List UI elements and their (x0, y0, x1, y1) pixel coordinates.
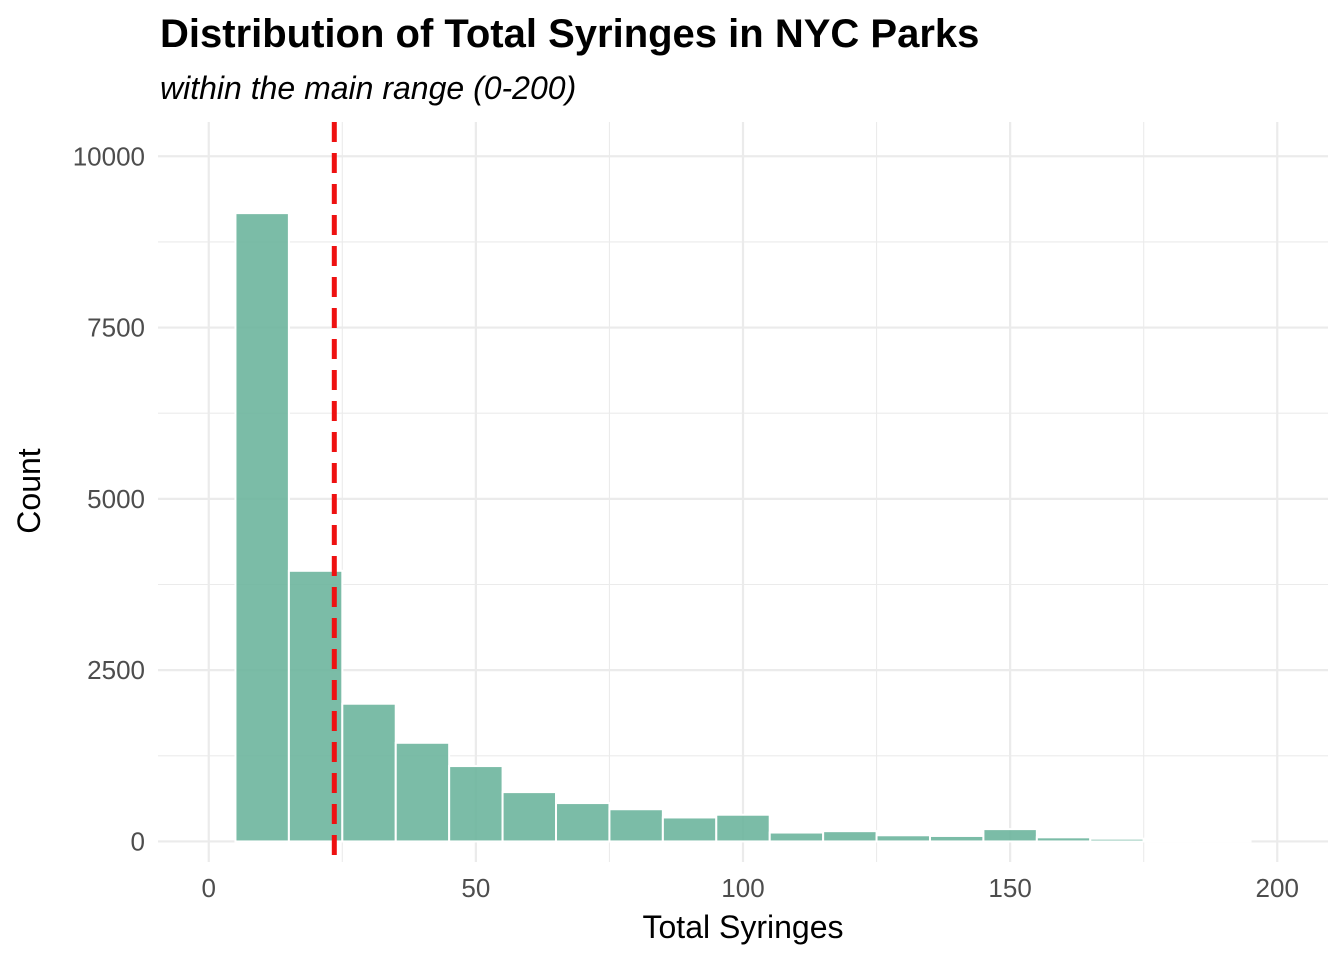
histogram-bar (768, 831, 825, 843)
histogram-bar (982, 828, 1038, 843)
chart-title: Distribution of Total Syringes in NYC Pa… (160, 12, 980, 56)
y-tick-label: 10000 (73, 141, 145, 171)
histogram-bar (928, 834, 985, 843)
histogram-bar (608, 808, 664, 843)
x-tick-label: 200 (1256, 873, 1299, 903)
histogram-bar (1196, 839, 1252, 843)
x-tick-label: 150 (988, 873, 1031, 903)
histogram-bar (1035, 836, 1092, 843)
y-tick-label: 0 (131, 826, 145, 856)
x-tick-label: 100 (721, 873, 764, 903)
y-axis-title: Count (11, 448, 47, 534)
histogram-bar (715, 813, 771, 843)
y-tick-label: 2500 (87, 655, 145, 685)
histogram-bar (234, 212, 290, 843)
histogram-bar (448, 765, 504, 843)
y-tick-label: 7500 (87, 313, 145, 343)
histogram-bar (661, 816, 718, 843)
y-tick-label: 5000 (87, 484, 145, 514)
histogram-bar (1142, 839, 1199, 843)
x-tick-label: 0 (202, 873, 216, 903)
histogram-bar (555, 802, 611, 843)
histogram-bar (822, 830, 878, 843)
histogram-bars (234, 212, 1252, 843)
x-tick-label: 50 (461, 873, 490, 903)
histogram-bar (1089, 837, 1145, 843)
x-axis-ticks: 0 50 100 150 200 (202, 873, 1299, 903)
chart-subtitle: within the main range (0-200) (160, 70, 577, 106)
histogram-bar (394, 741, 451, 843)
x-axis-title: Total Syringes (643, 909, 844, 945)
histogram-bar (501, 791, 558, 843)
histogram-bar (875, 834, 931, 843)
y-axis-ticks: 0 2500 5000 7500 10000 (73, 141, 145, 856)
histogram-bar (341, 702, 397, 843)
grid-lines (158, 122, 1328, 862)
histogram-bar (287, 569, 344, 843)
